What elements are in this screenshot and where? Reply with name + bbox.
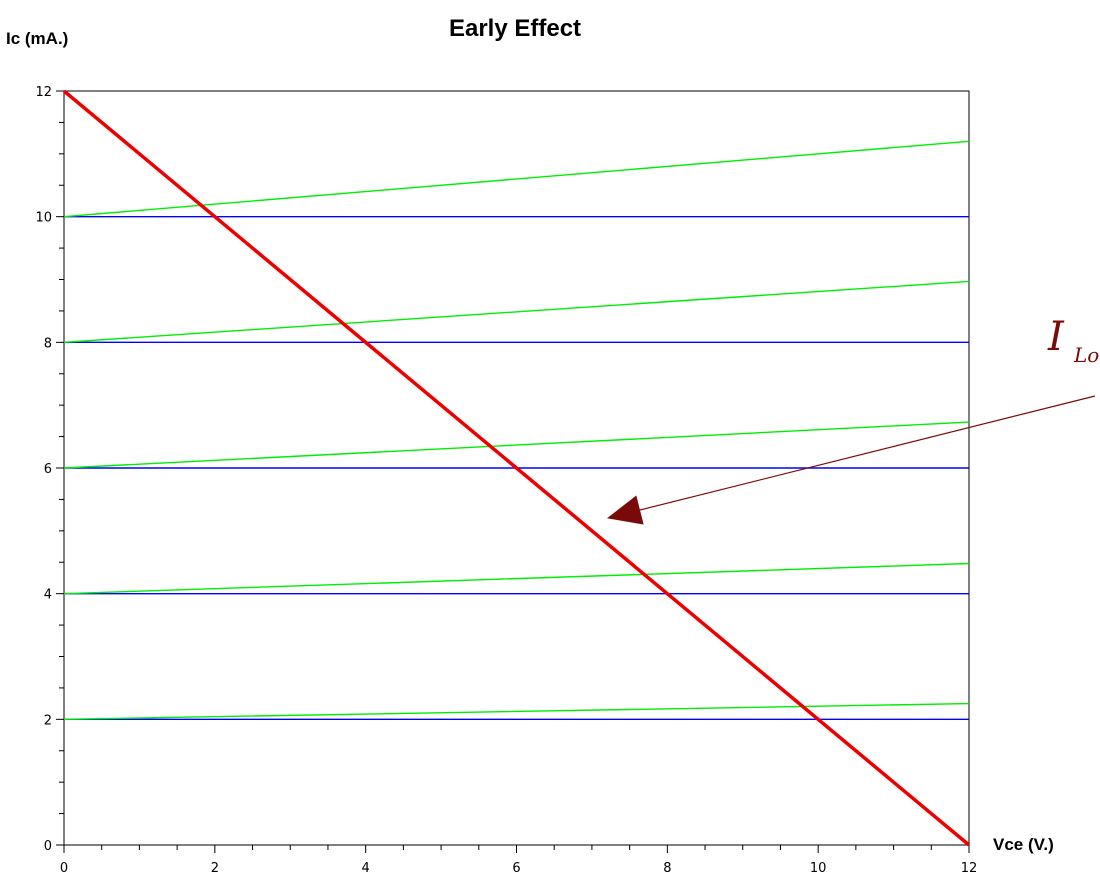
- series-layer: [62, 89, 971, 847]
- x-tick-label: 10: [810, 861, 827, 876]
- x-axis-label: Vce (V.): [993, 835, 1054, 854]
- x-tick-label: 4: [362, 861, 370, 876]
- y-axis-label: Ic (mA.): [6, 29, 68, 48]
- y-tick-label: 4: [44, 588, 52, 603]
- annotation-main: I: [1047, 314, 1065, 360]
- annotation-arrow: [607, 395, 1096, 525]
- y-tick-label: 6: [44, 462, 52, 477]
- x-tick-label: 6: [512, 861, 520, 876]
- x-tick-label: 8: [663, 861, 671, 876]
- early-effect-curve: [63, 702, 970, 720]
- y-tick-label: 0: [44, 839, 52, 854]
- annotation-subscript: Lo: [1073, 343, 1099, 367]
- x-tick-label: 0: [60, 861, 68, 876]
- x-tick-label: 2: [211, 861, 219, 876]
- annotation-label: I Lo: [1047, 314, 1099, 367]
- early-effect-curve: [63, 280, 970, 343]
- early-effect-curve: [63, 140, 970, 218]
- x-tick-label: 12: [961, 861, 978, 876]
- load-line: [62, 89, 971, 847]
- early-effect-curve: [63, 421, 970, 469]
- chart-title: Early Effect: [449, 15, 581, 42]
- arrow-head: [607, 495, 644, 525]
- arrow-shaft: [639, 395, 1096, 511]
- y-tick-label: 12: [35, 85, 52, 100]
- ticks-layer: 0 2 4 6 8 10 12 0 2 4 6 8 10 12: [35, 85, 977, 876]
- y-tick-label: 8: [44, 336, 52, 351]
- y-tick-label: 10: [35, 211, 52, 226]
- y-tick-label: 2: [44, 713, 52, 728]
- early-effect-curve: [63, 562, 970, 595]
